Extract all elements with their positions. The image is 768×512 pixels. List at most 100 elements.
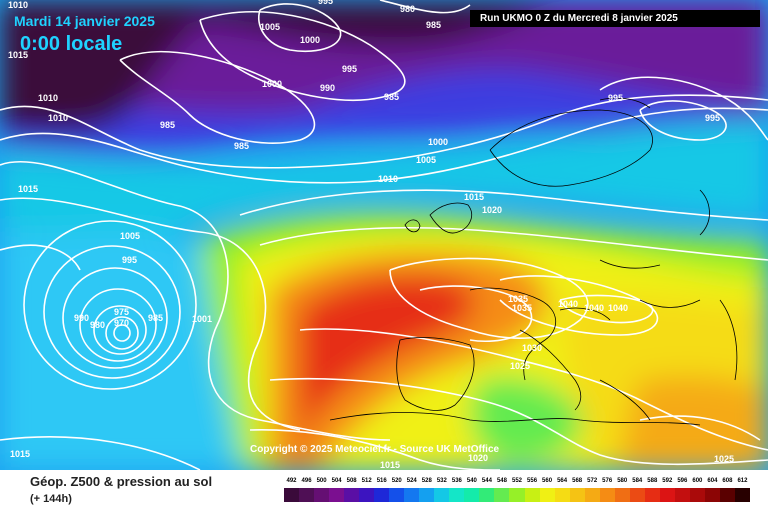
pressure-label: 1015 — [10, 449, 31, 459]
pressure-label: 1020 — [468, 453, 489, 463]
scale-color-cell — [434, 488, 450, 502]
scale-color-cell — [344, 488, 360, 502]
scale-color-cell — [509, 488, 525, 502]
scale-label: 572 — [587, 478, 598, 484]
scale-color-cell — [389, 488, 405, 502]
scale-color-cell — [719, 488, 735, 502]
scale-label: 508 — [346, 478, 357, 484]
pressure-label: 985 — [234, 141, 250, 151]
scale-label: 532 — [436, 478, 447, 484]
scale-color-cell — [629, 488, 645, 502]
scale-label: 544 — [481, 478, 492, 484]
pressure-label: 1000 — [262, 79, 283, 89]
pressure-label: 1010 — [378, 174, 399, 184]
copyright-notice: Copyright © 2025 Meteociel.fr - Source U… — [250, 444, 500, 455]
pressure-label: 1010 — [8, 0, 29, 10]
pressure-label: 1025 — [510, 361, 531, 371]
scale-color-cell — [689, 488, 705, 502]
pressure-label: 1000 — [428, 137, 449, 147]
pressure-label: 990 — [74, 313, 90, 323]
scale-label: 536 — [451, 478, 462, 484]
scale-label: 580 — [617, 478, 628, 484]
scale-label: 524 — [406, 478, 417, 484]
scale-color-cell — [419, 488, 435, 502]
scale-label: 540 — [466, 478, 477, 484]
pressure-label: 990 — [320, 83, 336, 93]
coastlines — [329, 97, 738, 426]
pressure-label: 1010 — [38, 93, 59, 103]
scale-color-cell — [299, 488, 315, 502]
pressure-label: 980 — [90, 320, 106, 330]
pressure-label: 1000 — [300, 35, 321, 45]
pressure-label: 1040 — [558, 299, 579, 309]
scale-color-cell — [554, 488, 570, 502]
scale-label: 600 — [692, 478, 703, 484]
scale-label: 564 — [557, 478, 568, 484]
run-info: Run UKMO 0 Z du Mercredi 8 janvier 2025 — [470, 10, 760, 27]
pressure-label: 1040 — [584, 303, 605, 313]
pressure-label: 1035 — [508, 294, 529, 304]
map-date: Mardi 14 janvier 2025 — [14, 13, 155, 29]
pressure-label: 1005 — [260, 22, 281, 32]
pressure-label: 1040 — [608, 303, 629, 313]
scale-label: 500 — [316, 478, 327, 484]
scale-label: 604 — [707, 478, 718, 484]
pressure-label: 995 — [705, 113, 721, 123]
scale-label: 496 — [301, 478, 312, 484]
scale-label: 588 — [647, 478, 658, 484]
scale-color-cell — [359, 488, 375, 502]
scale-label: 596 — [677, 478, 688, 484]
scale-color-cell — [314, 488, 330, 502]
scale-label: 504 — [331, 478, 342, 484]
scale-label: 492 — [286, 478, 297, 484]
pressure-label: 970 — [114, 318, 130, 328]
pressure-label: 1030 — [522, 343, 543, 353]
scale-label: 576 — [602, 478, 613, 484]
color-scale-legend: 492 496 500 504 508 512 516 520 524 528 532 536 540 5… — [284, 476, 750, 506]
pressure-label: 1015 — [18, 184, 39, 194]
pressure-label: 1035 — [512, 303, 533, 313]
geopotential-map — [0, 0, 768, 470]
pressure-label: 1001 — [192, 314, 213, 324]
scale-label: 528 — [421, 478, 432, 484]
pressure-label: 995 — [122, 255, 138, 265]
pressure-label: 975 — [114, 307, 130, 317]
scale-color-cell — [539, 488, 555, 502]
scale-color-cell — [494, 488, 510, 502]
pressure-label: 1005 — [120, 231, 141, 241]
scale-label: 520 — [391, 478, 402, 484]
scale-color-cell — [329, 488, 345, 502]
scale-label: 568 — [572, 478, 583, 484]
scale-label: 516 — [376, 478, 387, 484]
scale-color-cell — [449, 488, 465, 502]
scale-color-cell — [644, 488, 660, 502]
pressure-label: 985 — [160, 120, 176, 130]
scale-color-cell — [704, 488, 720, 502]
scale-color-cell — [584, 488, 600, 502]
weather-map — [0, 0, 768, 470]
scale-label: 612 — [737, 478, 748, 484]
scale-label: 608 — [722, 478, 733, 484]
geopotential-color-field — [0, 0, 768, 470]
chart-title: Géop. Z500 & pression au sol — [30, 474, 213, 489]
scale-label: 556 — [527, 478, 538, 484]
pressure-label: 995 — [608, 93, 624, 103]
scale-color-cell — [674, 488, 690, 502]
scale-color-cell — [569, 488, 585, 502]
scale-label: 592 — [662, 478, 673, 484]
scale-color-cell — [599, 488, 615, 502]
pressure-label: 995 — [342, 64, 358, 74]
scale-color-cell — [374, 488, 390, 502]
pressure-label: 995 — [318, 0, 334, 6]
pressure-label: 985 — [148, 313, 164, 323]
pressure-label: 1015 — [464, 192, 485, 202]
forecast-step: (+ 144h) — [30, 493, 72, 505]
scale-color-cell — [284, 488, 300, 502]
pressure-label: 985 — [384, 92, 400, 102]
pressure-label: 1025 — [714, 454, 735, 464]
scale-color-cell — [524, 488, 540, 502]
pressure-label: 1015 — [380, 460, 401, 470]
pressure-label: 1010 — [48, 113, 69, 123]
scale-color-cell — [479, 488, 495, 502]
map-time: 0:00 locale — [20, 33, 123, 55]
